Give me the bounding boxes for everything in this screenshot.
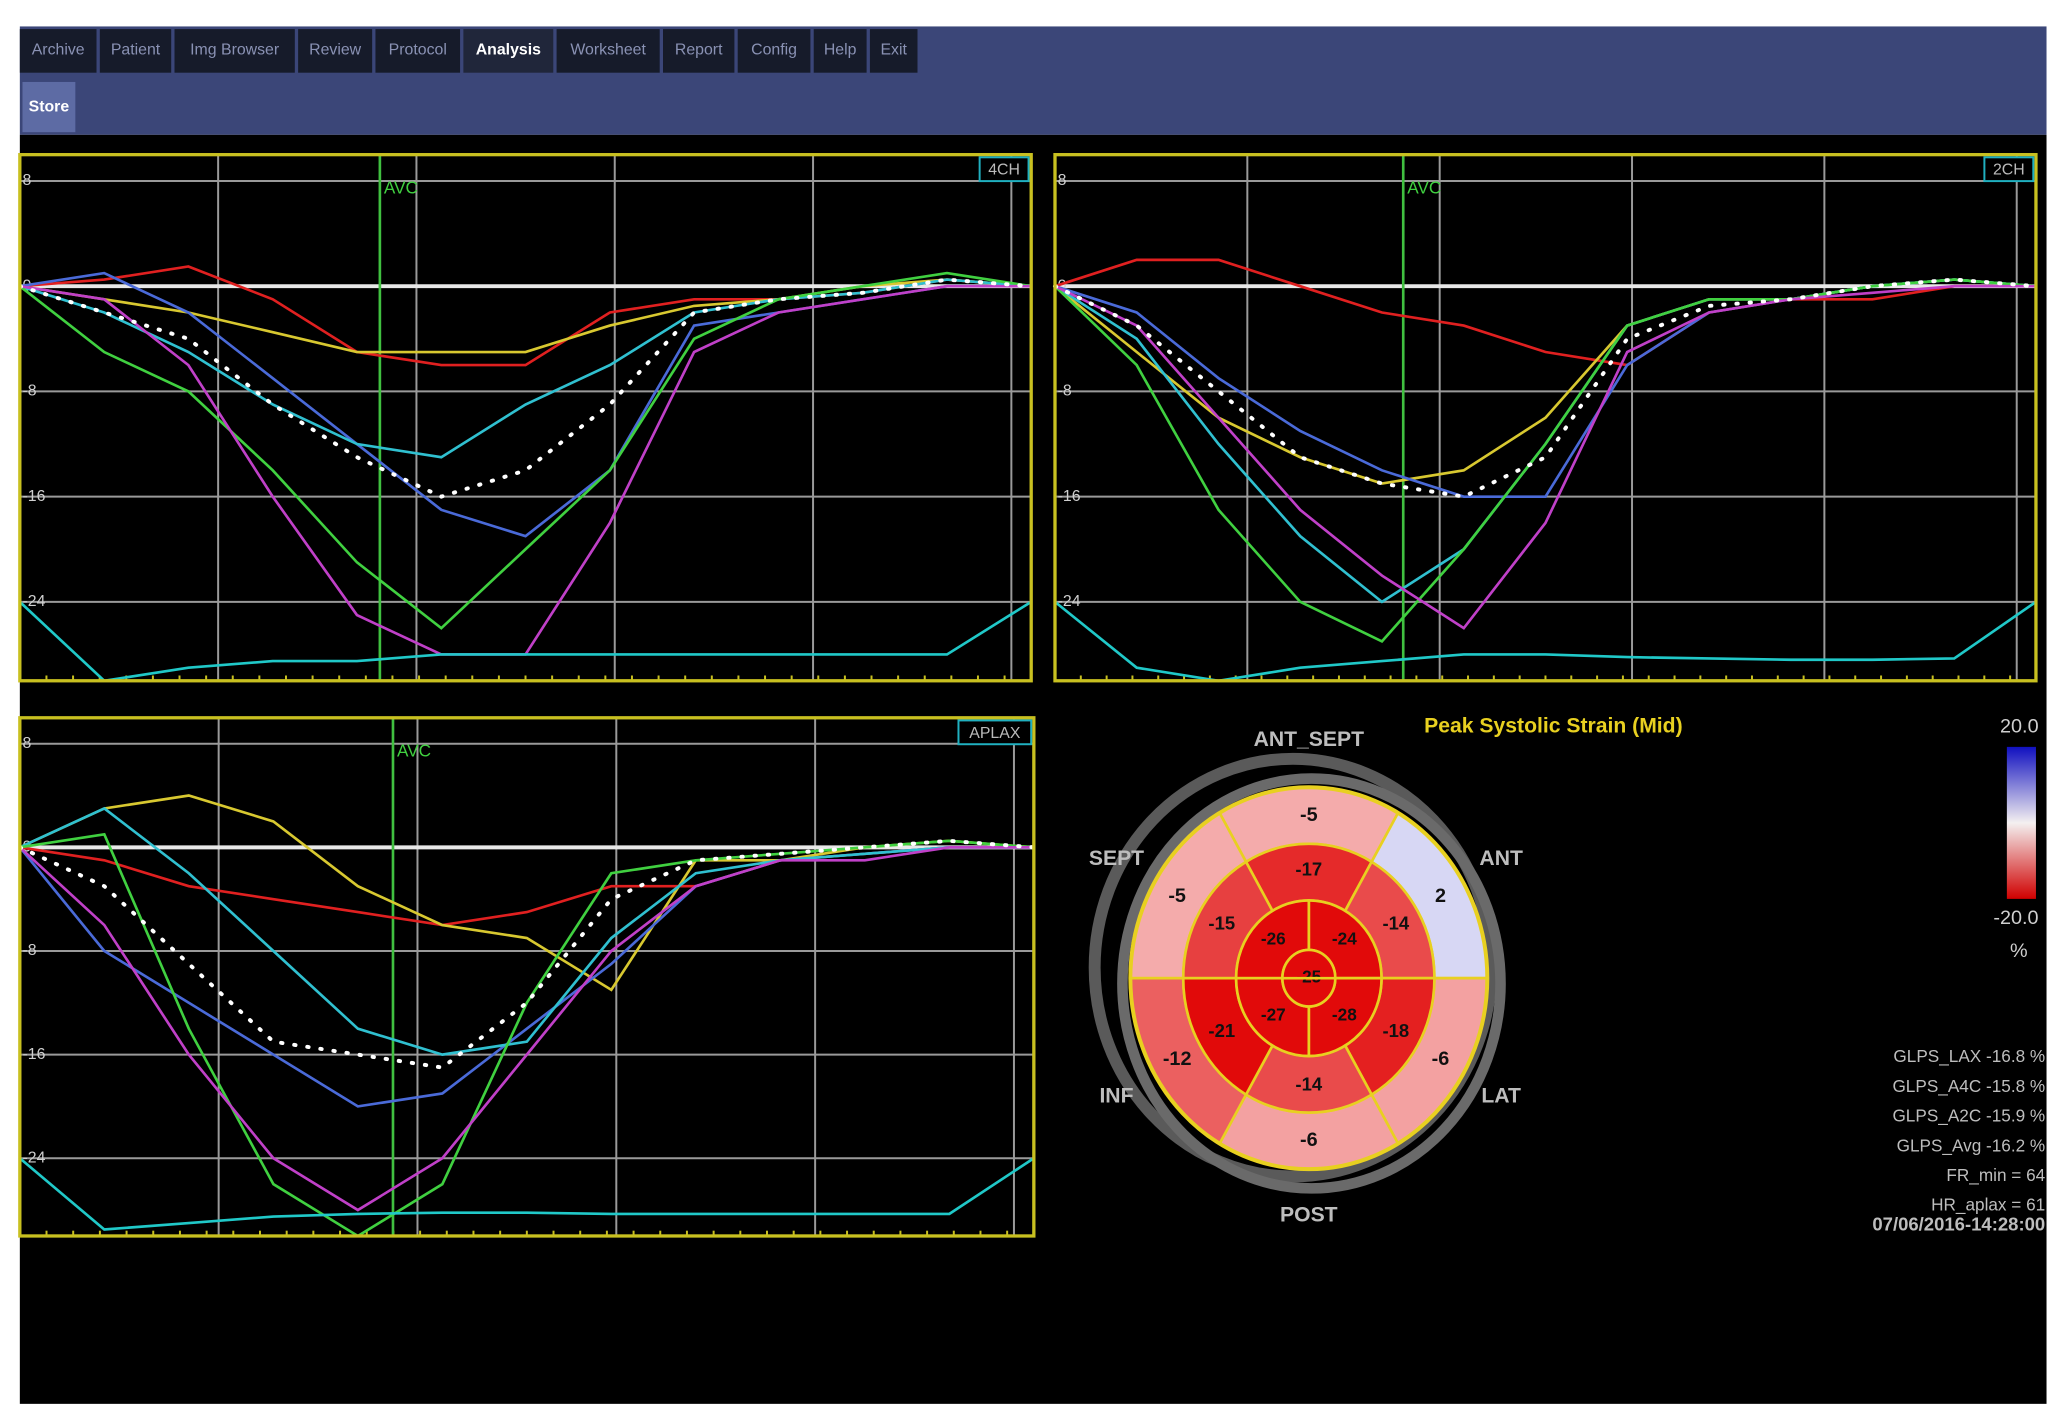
- strain-curve: [18, 600, 1033, 683]
- plot-border: [1053, 153, 2038, 683]
- menu-tab[interactable]: [737, 29, 811, 73]
- region-label: INF: [1099, 1085, 1133, 1108]
- bullseye-shadow: [1117, 773, 1506, 1194]
- segment-value: 2: [1435, 885, 1446, 907]
- menu-tab[interactable]: [463, 29, 554, 73]
- view-label-box: [957, 719, 1033, 746]
- menu-tab[interactable]: [869, 29, 918, 73]
- view-label: 4CH: [988, 162, 1020, 179]
- color-bar: [2006, 746, 2036, 899]
- view-label: 2CH: [1993, 162, 2025, 179]
- avc-label: AVC: [397, 741, 431, 761]
- y-tick-label: -16: [1058, 488, 1081, 505]
- region-label: SEPT: [1089, 847, 1144, 870]
- menu-tab-label[interactable]: Protocol: [389, 41, 447, 58]
- segment-value: -26: [1261, 929, 1286, 949]
- segment-value: -5: [1300, 804, 1318, 826]
- stat-line: 07/06/2016-14:28:00: [1872, 1213, 2045, 1234]
- menu-tab-label[interactable]: Report: [675, 41, 723, 58]
- avc-label: AVC: [384, 178, 418, 198]
- menu-tab-label[interactable]: Config: [751, 41, 797, 58]
- strain-curve: [1053, 284, 2038, 630]
- stat-line: FR_min = 64: [1946, 1165, 2045, 1185]
- y-tick-label: -24: [22, 593, 45, 610]
- view-label-box: [978, 156, 1030, 183]
- menu-tab[interactable]: [298, 29, 373, 73]
- menu-tab-label[interactable]: Analysis: [476, 41, 541, 58]
- toolbar-button[interactable]: [22, 81, 76, 133]
- segment-value: -28: [1332, 1005, 1357, 1025]
- menu-tab-label[interactable]: Patient: [111, 41, 161, 58]
- y-tick-label: 8: [1058, 172, 1067, 189]
- stat-line: HR_aplax = 61: [1931, 1195, 2045, 1215]
- bullseye-rim: [1128, 785, 1490, 1172]
- menu-tab[interactable]: [813, 29, 867, 73]
- menu-tab[interactable]: [99, 29, 172, 73]
- stat-line: GLPS_Avg -16.2 %: [1897, 1135, 2046, 1155]
- y-tick-label: -16: [22, 1046, 45, 1063]
- strain-curve: [18, 1156, 1036, 1231]
- strain-curve: [18, 832, 1036, 1238]
- menu-tab[interactable]: [663, 29, 735, 73]
- segment-value: -24: [1332, 929, 1357, 949]
- y-tick-label: 8: [22, 735, 31, 752]
- strain-curve: [1053, 278, 2038, 644]
- menu-tab[interactable]: [174, 29, 295, 73]
- segment-value: -14: [1295, 1074, 1322, 1095]
- region-label: ANT_SEPT: [1254, 728, 1365, 751]
- menu-tab[interactable]: [19, 29, 97, 73]
- segment-value: -17: [1295, 859, 1322, 880]
- view-label: APLAX: [969, 725, 1021, 742]
- strain-curve: [18, 846, 1036, 1212]
- region-label: ANT: [1479, 847, 1523, 870]
- segment-value: -5: [1168, 885, 1186, 907]
- bullseye-title: Peak Systolic Strain (Mid): [1424, 715, 1682, 738]
- strain-curve: [18, 271, 1033, 630]
- segment-value: -18: [1382, 1020, 1409, 1041]
- stat-line: GLPS_A4C -15.8 %: [1892, 1076, 2045, 1096]
- menu-tab-label[interactable]: Archive: [32, 41, 85, 58]
- segment-value: -15: [1208, 912, 1235, 933]
- segment-value: -25: [1296, 967, 1321, 987]
- toolbar-button-label[interactable]: Store: [29, 98, 70, 115]
- menu-tab-label[interactable]: Worksheet: [570, 41, 646, 58]
- y-tick-label: -8: [22, 383, 36, 400]
- bullseye-shadow: [1088, 752, 1498, 1183]
- menu-tab-label[interactable]: Help: [824, 41, 857, 58]
- plot-border: [18, 716, 1036, 1238]
- stat-line: GLPS_LAX -16.8 %: [1893, 1046, 2045, 1066]
- segment-value: -6: [1432, 1048, 1450, 1070]
- y-tick-label: 0: [1058, 277, 1067, 294]
- y-tick-label: -24: [1058, 593, 1081, 610]
- plot-border: [18, 153, 1033, 683]
- menu-tab-label[interactable]: Review: [309, 41, 362, 58]
- y-tick-label: 8: [22, 172, 31, 189]
- y-tick-label: -8: [1058, 383, 1072, 400]
- strain-curve: [18, 806, 1036, 1056]
- region-label: LAT: [1481, 1085, 1521, 1108]
- menu-tab[interactable]: [375, 29, 461, 73]
- strain-curve: [17, 277, 1034, 499]
- color-bar-label: 20.0: [2000, 715, 2039, 737]
- region-label: POST: [1280, 1203, 1338, 1226]
- segment-value: -6: [1300, 1129, 1318, 1151]
- y-tick-label: -8: [22, 942, 36, 959]
- color-bar-label: -20.0: [1993, 907, 2038, 929]
- segment-value: -14: [1382, 912, 1409, 933]
- segment-value: -12: [1163, 1048, 1192, 1070]
- stat-line: GLPS_A2C -15.9 %: [1892, 1106, 2045, 1126]
- color-bar-unit: %: [2010, 940, 2028, 962]
- y-tick-label: -16: [22, 488, 45, 505]
- menu-tab-label[interactable]: Exit: [880, 41, 907, 58]
- view-label-box: [1983, 156, 2035, 183]
- avc-label: AVC: [1407, 178, 1441, 198]
- y-tick-label: -24: [22, 1149, 45, 1166]
- segment-value: -27: [1261, 1005, 1286, 1025]
- menu-tab[interactable]: [556, 29, 660, 73]
- menu-tab-label[interactable]: Img Browser: [190, 41, 280, 58]
- segment-value: -21: [1208, 1020, 1235, 1041]
- strain-curve: [1053, 258, 2038, 367]
